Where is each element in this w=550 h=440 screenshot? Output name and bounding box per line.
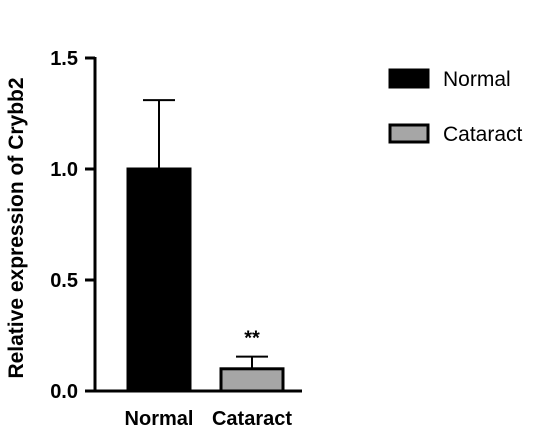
y-tick-label: 1.0 <box>50 159 78 181</box>
legend-label: Cataract <box>443 123 523 146</box>
y-tick-label: 0.0 <box>50 381 78 403</box>
y-axis-label: Relative expression of Crybb2 <box>5 77 28 378</box>
legend-swatch-cataract <box>388 123 430 144</box>
x-tick-label: Normal <box>125 408 194 430</box>
legend-label: Normal <box>443 68 511 91</box>
bar-cataract <box>219 367 285 393</box>
y-tick-label: 0.5 <box>50 270 78 292</box>
axes: 0.0 0.5 1.0 1.5 Normal Cataract <box>50 48 302 430</box>
bar-normal <box>126 167 192 393</box>
significance-label: ** <box>244 328 260 350</box>
legend-swatch-normal <box>388 68 430 89</box>
legend: Normal Cataract <box>388 68 523 146</box>
y-tick-label: 1.5 <box>50 48 78 70</box>
bars: ** <box>126 99 285 393</box>
x-tick-label: Cataract <box>212 408 292 430</box>
